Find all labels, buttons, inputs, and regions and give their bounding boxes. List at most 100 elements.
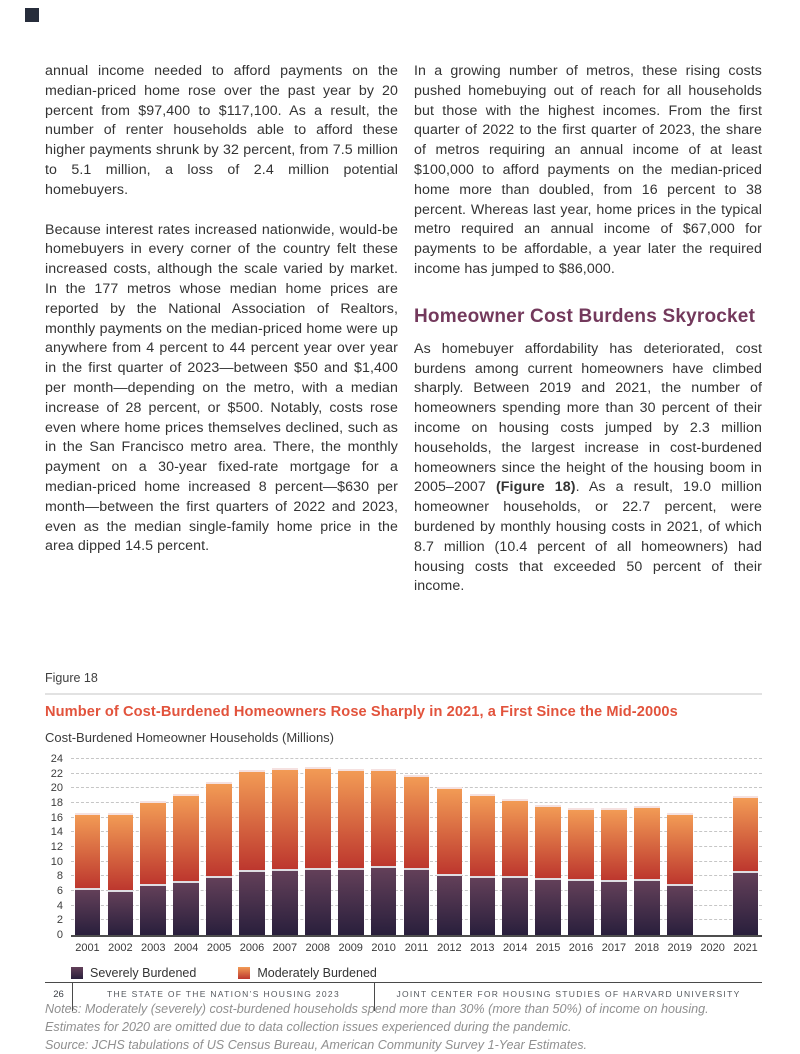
x-tick-2013: 2013 — [470, 942, 495, 955]
y-axis-labels: 0 2 4 6 8 10 12 14 16 18 20 22 24 — [45, 753, 69, 941]
severe-segment-2010 — [370, 866, 397, 936]
bar-slot-2012 — [433, 759, 466, 936]
x-tick-2016: 2016 — [568, 942, 594, 955]
moderate-segment-2014 — [502, 798, 529, 877]
moderate-burdened-swatch-icon — [238, 967, 251, 980]
moderate-segment-2009 — [337, 769, 364, 869]
severe-segment-2005 — [206, 875, 232, 936]
severe-segment-2002 — [107, 889, 134, 936]
x-tick-2010: 2010 — [371, 942, 396, 955]
stacked-bar-2012 — [436, 787, 463, 936]
text-columns: annual income needed to afford payments … — [45, 62, 762, 617]
x-tick-2018: 2018 — [634, 942, 660, 955]
severe-segment-2011 — [403, 867, 430, 936]
figure-18-block: Figure 18 Number of Cost-Burdened Homeow… — [45, 671, 762, 1054]
x-tick-2019: 2019 — [667, 942, 692, 955]
bar-slot-2007 — [268, 759, 301, 936]
y-tick-10: 10 — [50, 855, 63, 868]
gridline-22 — [71, 772, 762, 774]
y-tick-14: 14 — [50, 826, 63, 839]
x-tick-2021: 2021 — [733, 942, 758, 955]
x-tick-2020: 2020 — [700, 942, 725, 955]
severe-segment-2001 — [74, 888, 101, 936]
bar-slot-2009 — [334, 759, 367, 936]
bar-slot-2001 — [71, 759, 104, 936]
stacked-bar-2001 — [74, 812, 101, 936]
x-tick-2005: 2005 — [206, 942, 232, 955]
bar-slot-2004 — [170, 759, 203, 936]
x-tick-2003: 2003 — [141, 942, 166, 955]
severe-segment-2014 — [502, 876, 529, 936]
x-tick-2015: 2015 — [535, 942, 561, 955]
bar-slot-2003 — [137, 759, 170, 936]
bar-slot-2013 — [466, 759, 499, 936]
y-tick-18: 18 — [50, 797, 63, 810]
figure-subtitle: Cost-Burdened Homeowner Households (Mill… — [45, 730, 335, 746]
y-tick-8: 8 — [56, 870, 63, 883]
x-tick-2017: 2017 — [601, 942, 627, 955]
stacked-bar-2003 — [140, 800, 167, 936]
severe-segment-2017 — [601, 880, 627, 936]
bar-slot-2002 — [104, 759, 137, 936]
x-axis-labels: 2001 2002 2003 2004 2005 2006 2007 2008 2009 2010… — [71, 942, 762, 954]
stacked-bar-2005 — [206, 781, 232, 936]
severe-segment-2006 — [239, 869, 265, 936]
severe-segment-2015 — [535, 877, 561, 936]
y-tick-24: 24 — [50, 753, 63, 766]
severe-segment-2007 — [272, 869, 298, 936]
right-paragraph-1: In a growing number of metros, these ris… — [414, 63, 762, 277]
moderate-segment-2016 — [568, 807, 594, 880]
bar-slot-2010 — [367, 759, 400, 936]
moderate-segment-2003 — [140, 800, 167, 884]
x-tick-2007: 2007 — [272, 942, 298, 955]
bar-slot-2019 — [663, 759, 696, 936]
moderate-segment-2013 — [469, 793, 496, 876]
figure-label: Figure 18 — [45, 671, 98, 686]
page-corner-marker — [25, 8, 39, 22]
severe-segment-2019 — [666, 883, 693, 936]
gridline-24 — [71, 758, 762, 760]
legend-item-severe: Severely Burdened — [71, 966, 196, 980]
stacked-bar-2016 — [568, 807, 594, 936]
stacked-bar-2013 — [469, 793, 496, 936]
legend-severe-label: Severely Burdened — [90, 966, 197, 981]
bar-slot-2021 — [729, 759, 762, 936]
y-tick-0: 0 — [56, 929, 63, 942]
bar-slot-2015 — [532, 759, 565, 936]
page-footer: 26 THE STATE OF THE NATION’S HOUSING 202… — [45, 982, 762, 1011]
figure-divider — [45, 693, 762, 696]
stacked-bar-2004 — [173, 793, 199, 936]
section-heading: Homeowner Cost Burdens Skyrocket — [414, 305, 756, 327]
stacked-bar-2017 — [601, 807, 627, 936]
y-tick-12: 12 — [50, 841, 63, 854]
y-tick-6: 6 — [56, 885, 63, 898]
bar-slot-2006 — [236, 759, 269, 936]
source-text: Source: JCHS tabulations of US Census Bu… — [45, 1038, 587, 1053]
chart-bars — [71, 759, 762, 936]
severe-segment-2021 — [732, 871, 759, 936]
severe-segment-2009 — [337, 868, 364, 936]
page-number: 26 — [53, 989, 64, 1000]
moderate-segment-2011 — [403, 774, 430, 868]
stacked-bar-chart: 0 2 4 6 8 10 12 14 16 18 20 22 24 2001 2002 2003 2004 20… — [45, 753, 762, 954]
bar-slot-2018 — [630, 759, 663, 936]
right-paragraph-2-pre: As homebuyer affordability has deteriora… — [414, 340, 762, 496]
severe-segment-2016 — [568, 879, 594, 936]
x-tick-2014: 2014 — [502, 942, 528, 955]
bar-slot-2020 — [696, 759, 729, 935]
bar-slot-2011 — [400, 759, 433, 936]
severe-segment-2013 — [469, 875, 496, 936]
stacked-bar-2018 — [634, 806, 660, 936]
severe-segment-2018 — [634, 878, 660, 936]
chart-plot: 0 2 4 6 8 10 12 14 16 18 20 22 24 — [51, 753, 762, 941]
bar-slot-2014 — [499, 759, 532, 936]
moderate-segment-2004 — [173, 793, 199, 881]
moderate-segment-2001 — [74, 812, 101, 889]
bar-slot-2016 — [565, 759, 598, 936]
x-tick-2009: 2009 — [338, 942, 363, 955]
stacked-bar-2002 — [107, 813, 134, 936]
notes-text: Notes: Moderately (severely) cost-burden… — [45, 1002, 709, 1035]
severe-segment-2008 — [304, 867, 331, 936]
moderate-segment-2005 — [206, 781, 232, 876]
moderate-segment-2010 — [370, 768, 397, 867]
